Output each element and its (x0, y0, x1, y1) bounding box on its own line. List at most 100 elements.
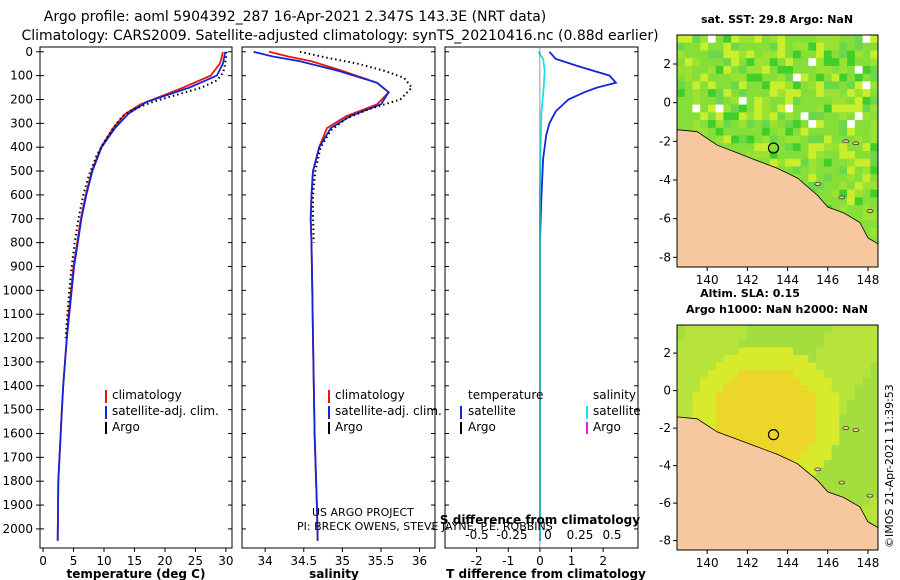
map-cell (700, 73, 709, 82)
map-cell (823, 422, 833, 431)
map-cell (738, 377, 748, 386)
map-cell (800, 158, 810, 168)
map-cell (754, 42, 763, 52)
depth-tick-label: 1900 (2, 498, 33, 512)
depth-tick-label: 0 (25, 45, 33, 59)
map-cell (847, 407, 856, 416)
map-cell (839, 42, 848, 52)
map-cell (692, 112, 701, 121)
map-cell (839, 58, 848, 67)
map-cell (808, 400, 817, 409)
map-cell (847, 112, 856, 121)
map-cell (677, 377, 686, 386)
map-cell (769, 58, 779, 67)
map-cell (723, 143, 732, 152)
map-lon-label: 144 (776, 556, 799, 570)
map-cell (738, 430, 748, 439)
map-cell (700, 81, 709, 90)
map-cell (862, 385, 871, 394)
difference-legend: temperature salinity satellite Argo sate… (460, 388, 641, 434)
map-cell (800, 392, 810, 401)
map-cell (707, 73, 717, 82)
map-cell (723, 392, 732, 401)
map-cell (862, 475, 871, 484)
depth-tick-label: 200 (10, 92, 33, 106)
temperature-legend: climatology satellite-adj. clim. Argo (105, 388, 219, 434)
map-cell (723, 370, 732, 379)
map-cell (777, 35, 786, 44)
map-cell (777, 89, 786, 98)
map-cell (707, 370, 717, 379)
map-cell (700, 65, 709, 75)
map-lon-label: 146 (816, 556, 839, 570)
map-cell (831, 42, 840, 52)
map-cell (754, 430, 763, 439)
map-cell (816, 189, 825, 198)
map-cell (684, 347, 694, 356)
map-cell (816, 81, 825, 90)
map-cell (839, 104, 848, 113)
map-cell (715, 104, 724, 113)
map-cell (854, 120, 864, 129)
map-cell (754, 347, 763, 356)
map-cell (847, 347, 856, 356)
map-cell (692, 50, 701, 59)
depth-tick-label: 300 (10, 116, 33, 130)
map-cell (847, 422, 856, 431)
map-cell (731, 89, 740, 98)
map-cell (870, 181, 878, 191)
map-cell (684, 81, 694, 90)
map-cell (816, 445, 825, 454)
map-cell (700, 112, 709, 121)
temperature-panel: 0 5 10 15 20 25 30 (39, 51, 234, 568)
map-cell (847, 400, 856, 409)
map-cell (831, 332, 840, 341)
map-cell (808, 166, 817, 175)
map-cell (847, 96, 856, 106)
map-cell (762, 112, 771, 121)
map-cell (854, 112, 864, 121)
map-cell (870, 392, 878, 401)
map-cell (862, 112, 871, 121)
map-cell (847, 58, 856, 67)
map-cell (723, 73, 732, 82)
map-cell (816, 347, 825, 356)
map-cell (677, 58, 686, 67)
map-cell (870, 325, 878, 334)
map-cell (692, 65, 701, 75)
map-cell (823, 58, 833, 67)
map-cell (854, 205, 864, 214)
map-cell (762, 377, 771, 386)
map-cell (769, 158, 779, 168)
map-cell (870, 135, 878, 144)
map-cell (862, 81, 871, 90)
map-cell (746, 127, 755, 137)
x-tick-label: 25 (188, 554, 203, 568)
map-cell (777, 135, 786, 144)
map-cell (754, 340, 763, 349)
map-cell (831, 415, 840, 424)
map-cell (769, 35, 779, 44)
map-cell (792, 166, 802, 175)
legend-s-satellite: satellite (593, 404, 641, 418)
map-cell (677, 340, 686, 349)
map-cell (831, 370, 840, 379)
map-cell (839, 430, 848, 439)
map-cell (785, 158, 794, 168)
map-cell (847, 332, 856, 341)
map-cell (777, 362, 786, 371)
map-cell (847, 73, 856, 82)
map-cell (731, 415, 740, 424)
map-cell (816, 422, 825, 431)
map-cell (847, 189, 856, 198)
map-cell (715, 120, 724, 129)
map-cell (700, 42, 709, 52)
map-cell (762, 89, 771, 98)
map-cell (816, 127, 825, 137)
map-cell (862, 407, 871, 416)
map-cell (862, 370, 871, 379)
map-cell (785, 104, 794, 113)
map-cell (785, 58, 794, 67)
map-cell (792, 104, 802, 113)
x-tick-label: 5 (70, 554, 78, 568)
